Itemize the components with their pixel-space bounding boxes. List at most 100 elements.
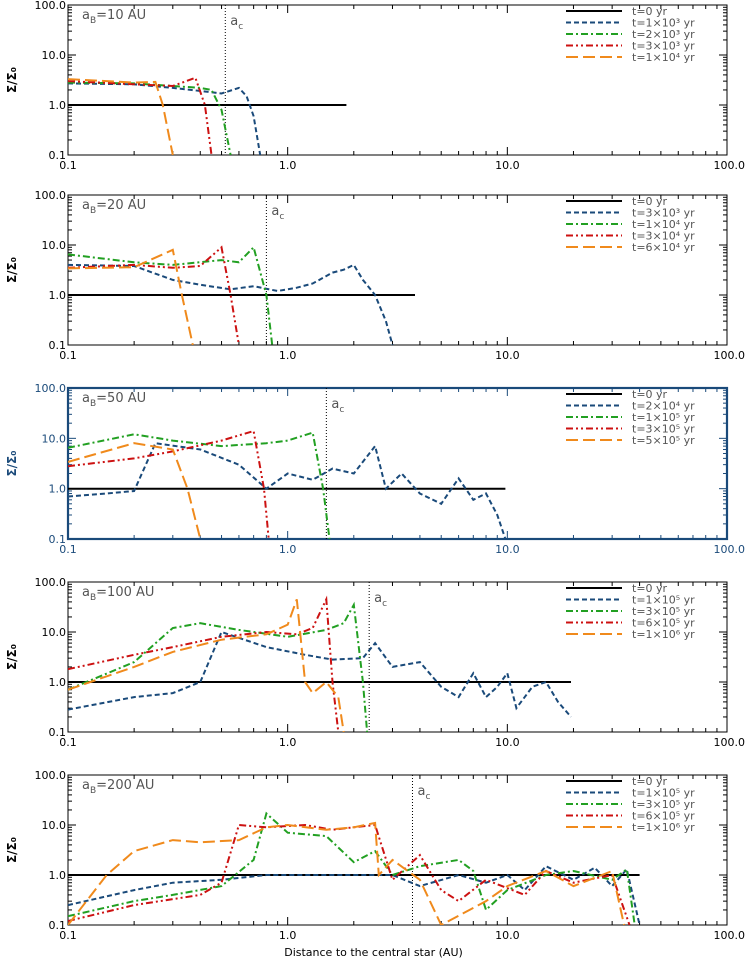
plot-frame (66, 386, 729, 541)
legend-label: t=1×10⁶ yr (632, 821, 695, 834)
panel-label-sub: B (90, 399, 96, 409)
y-tick-label: 0.1 (49, 533, 67, 546)
panel-label-a: a (82, 391, 90, 406)
legend-label: t=5×10⁵ yr (632, 434, 695, 447)
series-line-5 (68, 248, 194, 345)
panel-label-a: a (82, 8, 90, 23)
chart-panel-3: 0.1 1.0 10.0 100.00.11.010.0100.0Σ/Σ₀aB=50 … (5, 382, 745, 556)
y-tick-label: 1.0 (49, 869, 67, 882)
legend-label: t=1×10⁴ yr (632, 218, 695, 231)
panel-label-rest: =50 AU (96, 391, 146, 406)
series-line-4 (68, 76, 213, 155)
y-tick-label: 1.0 (49, 289, 67, 302)
series-line-3 (68, 811, 636, 925)
ac-label: ac (271, 204, 284, 222)
x-tick-label: 10.0 (495, 929, 520, 942)
panel-label: aB=100 AU (82, 585, 154, 603)
panel-label-a: a (82, 585, 90, 600)
ac-label: ac (374, 591, 387, 609)
series-line-2 (68, 630, 572, 718)
ac-label-a: a (331, 397, 339, 412)
chart-panel-1: 0.1 1.0 10.0 100.00.11.010.0100.0Σ/Σ₀aB=10 … (5, 0, 745, 172)
legend-label: t=6×10⁴ yr (632, 241, 695, 254)
legend-label: t=1×10⁵ yr (632, 411, 695, 424)
panel-label: aB=10 AU (82, 8, 146, 26)
panel-label: aB=200 AU (82, 778, 154, 796)
legend-label: t=3×10⁵ yr (632, 605, 695, 618)
y-tick-label: 0.1 (49, 149, 67, 162)
x-tick-label: 100.0 (714, 159, 746, 172)
y-tick-label: 0.1 (49, 339, 67, 352)
chart-panel-5: 0.1 1.0 10.0 100.00.11.010.0100.0Σ/Σ₀aB=200… (5, 769, 745, 942)
panel-label-sub: B (90, 16, 96, 26)
series-line-2 (68, 82, 262, 155)
series-line-4 (68, 823, 631, 925)
y-tick-label: 100.0 (35, 0, 67, 12)
x-tick-label: 100.0 (714, 736, 746, 749)
y-tick-label: 10.0 (42, 432, 67, 445)
series-line-2 (68, 864, 641, 925)
panel-label-sub: B (90, 593, 96, 603)
legend-label: t=0 yr (632, 5, 668, 18)
legend-label: t=2×10⁴ yr (632, 400, 695, 413)
legend-label: t=3×10⁵ yr (632, 798, 695, 811)
series-line-2 (68, 263, 394, 345)
x-tick-label: 0.1 (59, 929, 77, 942)
panel-label-rest: =20 AU (96, 198, 146, 213)
panel-label-a: a (82, 778, 90, 793)
x-tick-label: 0.1 (59, 349, 77, 362)
y-tick-label: 10.0 (42, 239, 67, 252)
legend-label: t=6×10⁵ yr (632, 810, 695, 823)
series-line-4 (68, 595, 340, 732)
panel-label-rest: =200 AU (96, 778, 154, 793)
ac-label: ac (331, 397, 344, 415)
legend-label: t=1×10⁴ yr (632, 51, 695, 64)
ac-label-a: a (271, 204, 279, 219)
series-line-4 (68, 245, 240, 345)
y-tick-label: 0.1 (49, 726, 67, 739)
x-tick-label: 10.0 (495, 159, 520, 172)
legend-label: t=1×10⁶ yr (632, 628, 695, 641)
plot-frame (67, 581, 728, 733)
legend-label: t=3×10⁴ yr (632, 230, 695, 243)
ac-label-sub: c (279, 212, 284, 222)
plot-frame (67, 194, 728, 346)
x-tick-label: 100.0 (714, 543, 746, 556)
series-line-3 (68, 601, 369, 732)
legend-label: t=3×10³ yr (632, 207, 695, 220)
y-tick-label: 10.0 (42, 819, 67, 832)
ac-label: ac (417, 784, 430, 802)
legend-label: t=0 yr (632, 582, 668, 595)
panel-label: aB=50 AU (82, 391, 146, 409)
ac-label-a: a (230, 14, 238, 29)
y-tick-label: 100.0 (35, 382, 67, 395)
y-tick-label: 1.0 (49, 99, 67, 112)
y-tick-label: 10.0 (42, 626, 67, 639)
chart-panel-4: 0.1 1.0 10.0 100.00.11.010.0100.0Σ/Σ₀aB=100… (5, 576, 745, 749)
legend-label: t=1×10³ yr (632, 17, 695, 30)
plot-frame (67, 774, 728, 926)
series-line-5 (68, 598, 345, 732)
x-tick-label: 0.1 (59, 736, 77, 749)
x-axis-title: Distance to the central star (AU) (284, 946, 463, 959)
legend-label: t=3×10⁵ yr (632, 423, 695, 436)
panel-label-sub: B (90, 786, 96, 796)
x-tick-label: 0.1 (59, 159, 77, 172)
y-axis-title: Σ/Σ₀ (5, 67, 19, 93)
panel-label-a: a (82, 198, 90, 213)
series-line-5 (68, 442, 202, 539)
x-tick-label: 100.0 (714, 349, 746, 362)
x-tick-label: 10.0 (495, 543, 520, 556)
series-line-4 (68, 429, 270, 539)
panel-label-sub: B (90, 206, 96, 216)
ac-label-a: a (374, 591, 382, 606)
legend-label: t=0 yr (632, 195, 668, 208)
panel-label-rest: =10 AU (96, 8, 146, 23)
legend-label: t=1×10⁵ yr (632, 594, 695, 607)
ac-label-sub: c (382, 599, 387, 609)
x-tick-label: 1.0 (279, 159, 297, 172)
x-tick-label: 10.0 (495, 349, 520, 362)
ac-label-sub: c (425, 792, 430, 802)
legend-label: t=0 yr (632, 775, 668, 788)
